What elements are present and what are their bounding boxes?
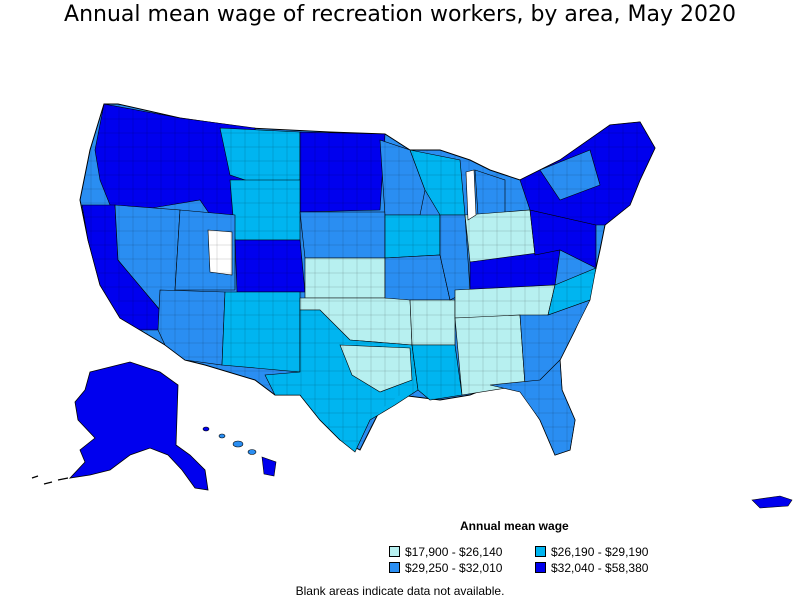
map-title: Annual mean wage of recreation workers, … bbox=[64, 2, 736, 27]
area-boundaries bbox=[80, 104, 655, 455]
contiguous-us bbox=[79, 103, 656, 456]
legend-title: Annual mean wage bbox=[460, 519, 569, 533]
legend-swatch-4 bbox=[535, 562, 546, 573]
footnote: Blank areas indicate data not available. bbox=[295, 584, 505, 598]
legend-item-2: $26,190 - $29,190 bbox=[535, 545, 648, 559]
legend-item-1: $17,900 - $26,140 bbox=[389, 545, 502, 559]
legend-swatch-3 bbox=[389, 562, 400, 573]
legend-item-4: $32,040 - $58,380 bbox=[535, 561, 648, 575]
legend-swatch-1 bbox=[389, 546, 400, 557]
legend-label-3: $29,250 - $32,010 bbox=[405, 561, 503, 575]
legend-label-4: $32,040 - $58,380 bbox=[551, 561, 649, 575]
hawaii bbox=[202, 426, 277, 477]
alaska bbox=[68, 361, 209, 491]
puerto-rico bbox=[751, 495, 793, 509]
legend-swatch-2 bbox=[535, 546, 546, 557]
lake-michigan bbox=[465, 169, 477, 221]
legend-item-3: $29,250 - $32,010 bbox=[389, 561, 502, 575]
alaska-aleutians bbox=[31, 475, 69, 485]
legend-label-1: $17,900 - $26,140 bbox=[405, 545, 503, 559]
legend-label-2: $26,190 - $29,190 bbox=[551, 545, 649, 559]
